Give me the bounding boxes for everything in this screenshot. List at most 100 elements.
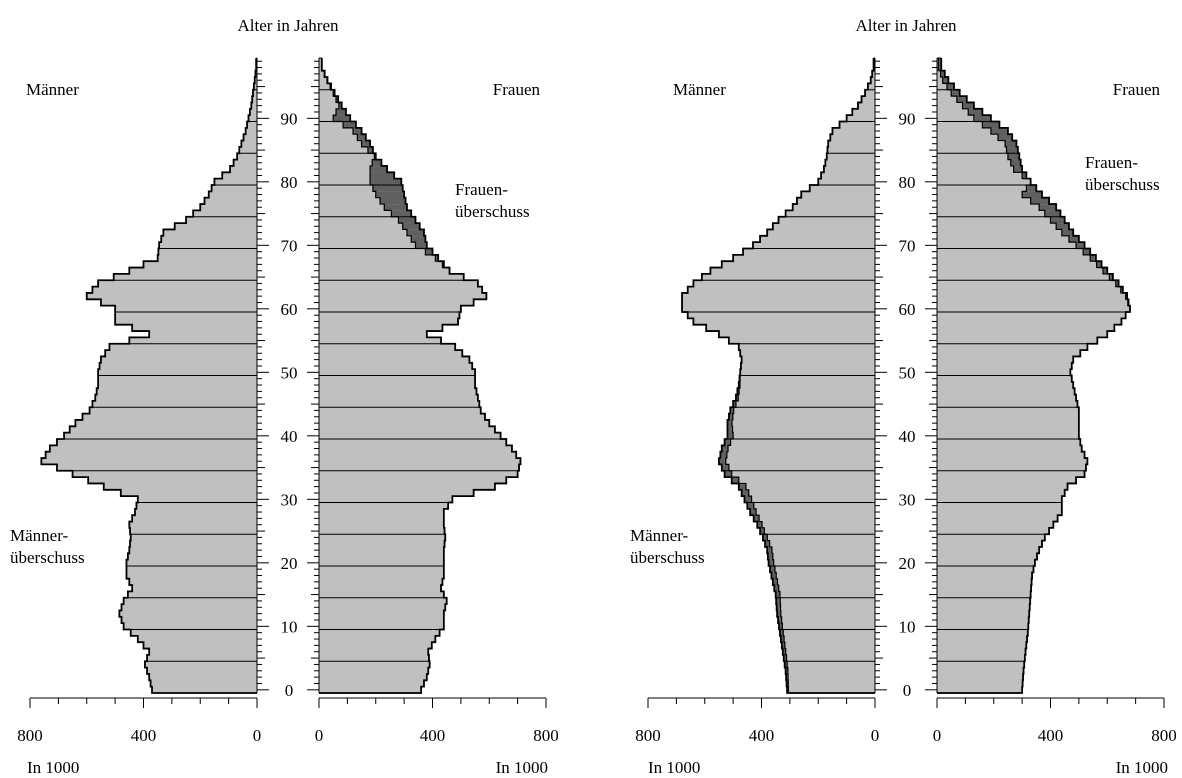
chart-2-men-surplus-bar	[744, 496, 752, 503]
chart-1-women-bar	[319, 661, 430, 668]
chart-2-women-bar	[937, 235, 1079, 243]
chart-1-men-bar	[252, 96, 257, 103]
chart-2-women-bar	[937, 597, 1031, 605]
chart-2-men-bar	[781, 642, 875, 649]
chart-2-age-tick-label: 70	[899, 236, 916, 255]
chart-2-women-bar	[937, 362, 1072, 370]
chart-2-women-bar	[937, 642, 1027, 649]
chart-1-women-bar	[319, 337, 442, 345]
chart-2-men-bar	[772, 223, 875, 230]
chart-1-women-bar	[319, 248, 433, 256]
chart-1-women-bar	[319, 223, 420, 230]
chart-1-unit-right: In 1000	[496, 758, 548, 777]
chart-1-women-bar	[319, 578, 443, 586]
chart-1-men-bar	[248, 115, 257, 122]
chart-1-women-bar	[319, 58, 322, 65]
chart-2-men-x-tick-label: 0	[871, 726, 880, 745]
chart-1-title: Alter in Jahren	[237, 16, 339, 35]
chart-2-men-bar	[687, 286, 876, 294]
chart-2-women-bar	[937, 381, 1074, 389]
chart-2-women-bar	[937, 477, 1077, 484]
chart-2-men-bar	[743, 248, 875, 256]
chart-1-women-bar	[319, 546, 444, 554]
chart-1-women-bar	[319, 616, 444, 624]
chart-1-women-label: Frauen	[493, 80, 541, 99]
chart-1-men-bar	[241, 140, 257, 148]
chart-2-men-surplus-bar	[767, 546, 772, 554]
chart-2-women-bar	[937, 635, 1028, 643]
chart-1-men-bar	[75, 419, 258, 427]
chart-2-men-bar	[706, 324, 875, 332]
chart-1-women-bar	[319, 89, 335, 97]
chart-1-men-bar	[245, 127, 257, 135]
chart-1-women-bar	[319, 140, 371, 148]
chart-1-women-surplus-bar	[370, 172, 395, 179]
chart-2-men-bar	[730, 407, 875, 414]
chart-1-men-bar	[186, 216, 257, 224]
chart-1-men-bar	[157, 254, 257, 262]
chart-1-men-bar	[129, 578, 257, 586]
chart-2-women-surplus-bar	[990, 127, 1008, 135]
chart-1-women-bar	[319, 381, 476, 389]
chart-2-men-bar	[721, 445, 875, 452]
chart-1-men-bar	[113, 273, 258, 281]
chart-1-women-bar	[319, 483, 495, 491]
chart-1-women-bar	[319, 324, 443, 332]
chart-2-men-bar	[738, 343, 875, 351]
chart-1-unit-left: In 1000	[27, 758, 79, 777]
chart-2-women-surplus-bar	[942, 77, 949, 84]
chart-2-women-bar	[937, 667, 1024, 675]
chart-1-women-bar	[319, 673, 427, 681]
chart-1-men-bar	[152, 686, 257, 694]
chart-2-women-bar	[937, 413, 1079, 421]
chart-1-women-surplus-bar	[372, 159, 382, 167]
chart-2-men-surplus-bar	[738, 483, 746, 491]
chart-1-men-bar	[96, 388, 258, 395]
chart-1-men-bar	[130, 527, 257, 535]
chart-1-men-bar	[126, 566, 257, 573]
chart-2-men-bar	[724, 439, 875, 446]
chart-1-men-bar	[222, 172, 257, 179]
chart-2-men-bar	[753, 515, 875, 522]
chart-2-men-bar	[821, 172, 875, 179]
chart-2-men-surplus-bar	[770, 566, 775, 573]
chart-2-men-bar	[767, 546, 875, 554]
chart-2-women-bar	[937, 483, 1068, 491]
chart-1-women-bar	[319, 388, 477, 395]
chart-2-men-surplus-bar	[762, 534, 768, 541]
chart-1-men-bar	[127, 553, 257, 560]
chart-2-women-surplus-bar	[1120, 286, 1123, 294]
chart-2-men-surplus-bar	[784, 661, 788, 668]
chart-2-men-bar	[728, 413, 875, 421]
chart-2-women-bar	[937, 324, 1115, 332]
chart-1-women-bar	[319, 235, 426, 243]
chart-1-men-bar	[132, 585, 257, 592]
chart-2-age-tick-label: 10	[899, 617, 916, 636]
chart-2-men-surplus-bar	[724, 470, 732, 478]
chart-2-women-label: Frauen	[1113, 80, 1161, 99]
chart-1-men-bar	[230, 165, 257, 173]
chart-1-men-bar	[251, 102, 257, 110]
chart-1-men-bar	[69, 426, 257, 433]
chart-2-women-surplus-bar	[1068, 235, 1079, 243]
chart-1-women-bar	[319, 502, 449, 510]
chart-2-men-surplus-bar	[785, 667, 788, 675]
chart-1-men-bar	[119, 610, 257, 618]
chart-1-women-x-tick-label: 400	[420, 726, 446, 745]
chart-1-women-bar	[319, 191, 405, 198]
chart-1-women-bar	[319, 77, 328, 84]
chart-2-men-bar	[857, 102, 875, 110]
chart-1-women-bar	[319, 534, 446, 541]
chart-1-women-surplus-bar	[402, 223, 420, 230]
chart-2-men-surplus-bar	[720, 451, 727, 459]
chart-2-women-bar	[937, 96, 967, 103]
chart-2-men-bar	[757, 521, 875, 529]
chart-2-men-bar	[738, 381, 875, 389]
chart-2-women-surplus-bar	[938, 58, 942, 65]
chart-2-women-surplus-bar	[1010, 159, 1021, 167]
chart-1-age-tick-label: 0	[285, 681, 294, 700]
chart-2-men-surplus-line-1: Männer-	[630, 526, 689, 545]
chart-1-women-bar	[319, 350, 463, 357]
chart-2-men-bar	[828, 140, 875, 148]
chart-1-women-bar	[319, 445, 512, 452]
